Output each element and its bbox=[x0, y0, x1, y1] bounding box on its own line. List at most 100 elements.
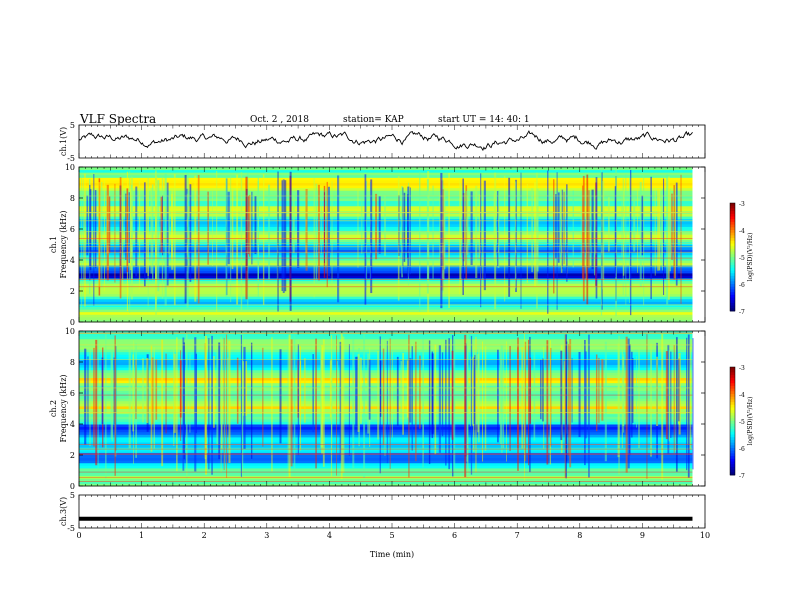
spectrogram-streak bbox=[470, 335, 473, 475]
spectrogram-band bbox=[79, 467, 693, 471]
y-tick-label: 6 bbox=[70, 225, 75, 234]
spectrogram-streak bbox=[207, 191, 209, 265]
spectrogram-band bbox=[79, 349, 693, 353]
spectrogram-streak bbox=[462, 178, 464, 296]
spectrogram-streak bbox=[326, 181, 328, 288]
spectrogram-streak bbox=[289, 171, 292, 311]
spectrogram-streak bbox=[226, 357, 229, 424]
spectrogram-streak bbox=[441, 352, 444, 437]
spectrogram-streak bbox=[661, 333, 664, 480]
colorbar-segment bbox=[730, 383, 735, 387]
colorbar-segment bbox=[730, 308, 735, 312]
spectrogram-streak bbox=[400, 361, 402, 416]
spectrogram-band bbox=[79, 254, 693, 258]
spectrogram-streak bbox=[165, 353, 167, 434]
spectrogram-streak bbox=[432, 185, 434, 279]
spectrogram-streak bbox=[262, 347, 264, 447]
spectrogram-streak bbox=[299, 346, 302, 451]
colorbar-segment bbox=[730, 300, 735, 304]
spectrogram-band bbox=[79, 270, 693, 274]
colorbar-segment bbox=[730, 380, 735, 384]
colorbar-tick-label: -7 bbox=[739, 473, 745, 480]
y-axis-label: Frequency (kHz) bbox=[59, 374, 68, 442]
spectrogram-streak bbox=[493, 193, 495, 261]
colorbar-tick-label: -4 bbox=[739, 392, 745, 399]
spectrogram-streak bbox=[588, 334, 590, 478]
spectrogram-band bbox=[79, 362, 693, 366]
spectrogram-band bbox=[79, 185, 693, 189]
spectrogram-streak bbox=[531, 188, 534, 273]
spectrogram-band bbox=[79, 385, 693, 389]
spectrogram-band bbox=[79, 288, 693, 292]
spectrogram-streak bbox=[426, 179, 429, 294]
spectrogram-streak bbox=[317, 184, 320, 281]
spectrogram-streak bbox=[459, 178, 461, 295]
spectrogram-streak bbox=[503, 347, 504, 449]
spectrogram-streak bbox=[543, 346, 545, 449]
spectrogram-band bbox=[79, 364, 693, 368]
colorbar-segment bbox=[730, 412, 735, 416]
spectrogram-band bbox=[79, 359, 693, 363]
spectrogram-streak bbox=[478, 194, 480, 259]
spectrogram-streak bbox=[692, 338, 694, 470]
spectrogram-streak bbox=[558, 193, 561, 260]
colorbar-segment bbox=[730, 458, 735, 462]
spectrogram-streak bbox=[654, 186, 656, 276]
spectrogram-band bbox=[79, 372, 693, 376]
x-tick-label: 0 bbox=[76, 531, 81, 540]
spectrogram-streak bbox=[315, 338, 317, 469]
date-label: Oct. 2 , 2018 bbox=[250, 115, 309, 125]
spectrogram-streak bbox=[114, 183, 116, 283]
spectrogram-streak bbox=[297, 344, 299, 456]
colorbar-frame bbox=[729, 202, 736, 312]
spectrogram-band bbox=[79, 377, 693, 381]
spectrogram-streak bbox=[500, 345, 503, 453]
spectrogram-streak bbox=[598, 357, 600, 424]
spectrogram-streak bbox=[632, 358, 634, 423]
spectrogram-streak bbox=[225, 177, 228, 298]
spectrogram-streak bbox=[315, 183, 318, 283]
colorbar-segment bbox=[730, 216, 735, 220]
spectrogram-streak bbox=[639, 182, 642, 287]
spectrogram-streak bbox=[143, 182, 146, 287]
spectrogram-streak bbox=[643, 173, 645, 306]
colorbar-segment bbox=[730, 385, 735, 389]
spectrogram-streak bbox=[521, 347, 524, 449]
spectrogram-streak bbox=[171, 189, 174, 270]
colorbar-segment bbox=[730, 415, 735, 419]
spectrogram-streak bbox=[268, 184, 271, 281]
colorbar-segment bbox=[730, 270, 735, 274]
colorbar-segment bbox=[730, 399, 735, 403]
spectrogram-streak bbox=[93, 174, 95, 306]
spectrogram-streak bbox=[361, 196, 363, 254]
x-tick-label: 9 bbox=[640, 531, 645, 540]
spectrogram-streak bbox=[357, 354, 360, 432]
spectrogram-streak bbox=[226, 334, 228, 478]
y-tick-label: 2 bbox=[70, 287, 75, 296]
spectrogram-streak bbox=[497, 190, 499, 267]
colorbar-segment bbox=[730, 369, 735, 373]
colorbar-segment bbox=[730, 396, 735, 400]
colorbar-segment bbox=[730, 294, 735, 298]
spectrogram-streak bbox=[292, 196, 295, 253]
colorbar-segment bbox=[730, 219, 735, 223]
spectrogram-streak bbox=[398, 195, 400, 256]
spectrogram-band bbox=[79, 190, 693, 194]
spectrogram-streak bbox=[240, 172, 243, 311]
spectrogram-streak bbox=[108, 196, 111, 254]
colorbar-segment bbox=[730, 254, 735, 258]
y-tick-label: -5 bbox=[67, 154, 75, 163]
spectrogram-streak bbox=[547, 170, 549, 314]
spectrogram-streak bbox=[533, 350, 536, 441]
colorbar-segment bbox=[730, 281, 735, 285]
spectrogram-streak bbox=[367, 353, 370, 434]
spectrogram-streak bbox=[566, 184, 568, 282]
colorbar-segment bbox=[730, 286, 735, 290]
colorbar-tick-label: -7 bbox=[739, 309, 745, 316]
spectrogram-streak bbox=[484, 346, 487, 451]
start-time-label: start UT = 14: 40: 1 bbox=[438, 115, 530, 125]
spectrogram-band bbox=[79, 403, 693, 407]
spectrogram-streak bbox=[151, 184, 154, 282]
colorbar-segment bbox=[730, 375, 735, 379]
spectrogram-streak bbox=[675, 337, 678, 472]
